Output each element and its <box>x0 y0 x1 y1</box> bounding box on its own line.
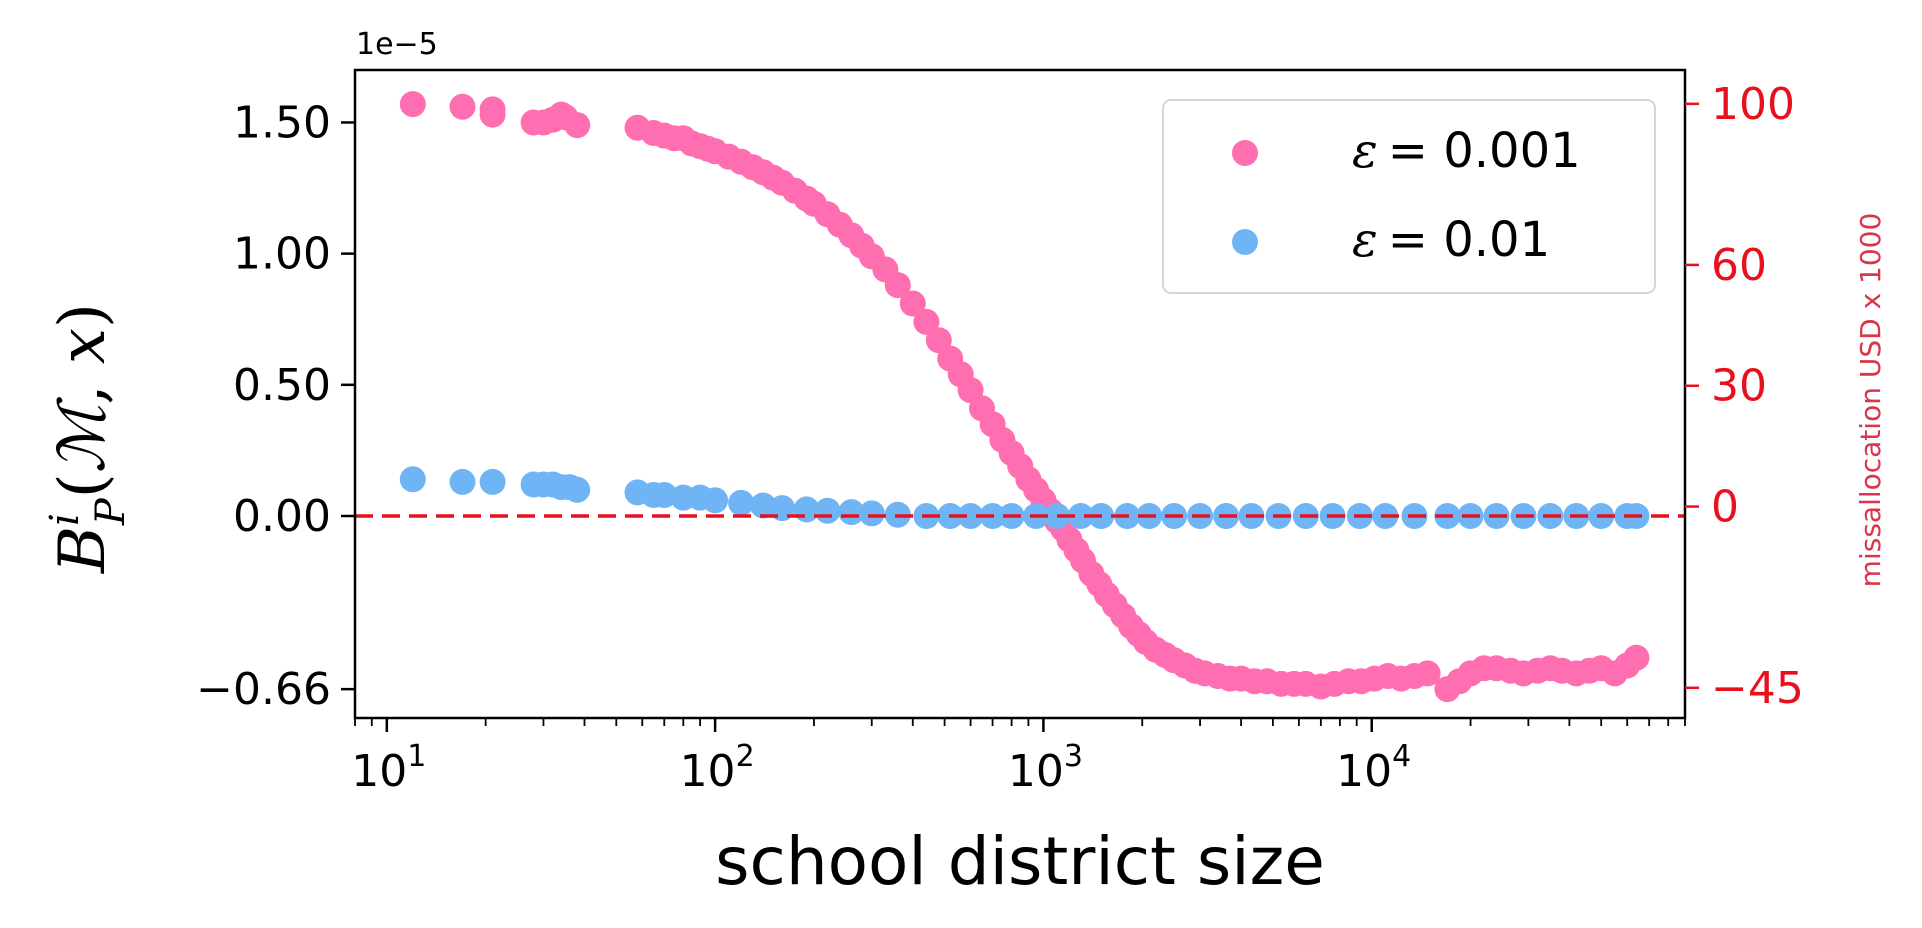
point-series-1 <box>449 93 476 120</box>
legend-frame <box>1162 99 1656 294</box>
y-tick-label: 1.00 <box>233 229 331 280</box>
x-axis-label: school district size <box>715 823 1325 900</box>
point-series-2 <box>814 497 841 524</box>
legend-marker-series-2 <box>1232 229 1258 255</box>
point-series-2 <box>449 468 476 495</box>
legend-marker-series-1 <box>1232 140 1258 166</box>
point-series-2 <box>1067 503 1094 529</box>
point-series-2 <box>728 489 755 516</box>
legend-label-series-2: ε = 0.01 <box>1352 212 1550 268</box>
point-series-1 <box>913 308 940 335</box>
point-series-2 <box>702 487 729 514</box>
x-tick-label: 102 <box>680 739 755 797</box>
y-right-tick-label: 0 <box>1711 482 1739 533</box>
point-series-1 <box>899 290 926 317</box>
x-tick-label: 103 <box>1008 739 1083 797</box>
y-right-tick-label: −45 <box>1711 663 1804 714</box>
legend-label-series-1: ε = 0.001 <box>1352 123 1581 179</box>
svg-text:BiP(ℳ, x): BiP(ℳ, x) <box>42 303 134 574</box>
point-series-2 <box>838 499 865 526</box>
legend: ε = 0.001 ε = 0.01 <box>1162 99 1656 294</box>
point-series-1 <box>1623 644 1650 671</box>
point-series-2 <box>479 468 506 495</box>
y-axis-label: BiP(ℳ, x) <box>42 303 134 574</box>
point-series-2 <box>651 482 678 508</box>
y-axis-right-label: missallocation USD x 1000 <box>1854 213 1887 588</box>
y-tick-label: 0.00 <box>233 491 331 542</box>
y-tick-label: 0.50 <box>233 360 331 411</box>
point-series-2 <box>564 476 591 503</box>
y-right-tick-label: 30 <box>1711 361 1767 412</box>
y-tick-label: 1.50 <box>233 97 331 148</box>
y-tick-label: −0.66 <box>196 664 331 715</box>
point-series-1 <box>399 91 426 118</box>
point-series-1 <box>1414 660 1441 687</box>
y-axis-right: 100 60 30 0 −45 <box>1685 79 1804 714</box>
x-axis: 101 102 103 104 <box>351 718 1686 797</box>
x-tick-label: 104 <box>1336 739 1411 797</box>
point-series-2 <box>858 500 885 527</box>
point-series-2 <box>750 492 777 519</box>
y-axis-left: 1.50 1.00 0.50 0.00 −0.66 <box>196 97 355 715</box>
point-series-2 <box>957 503 984 529</box>
plot-area-frame <box>353 68 1687 720</box>
point-series-1 <box>564 112 591 139</box>
point-series-1 <box>479 101 506 128</box>
y-offset-label: 1e−5 <box>356 27 438 62</box>
y-right-tick-label: 60 <box>1711 240 1767 291</box>
point-series-2 <box>399 466 426 493</box>
point-series-1 <box>884 272 911 299</box>
x-tick-label: 101 <box>351 739 426 797</box>
y-right-tick-label: 100 <box>1711 79 1795 130</box>
